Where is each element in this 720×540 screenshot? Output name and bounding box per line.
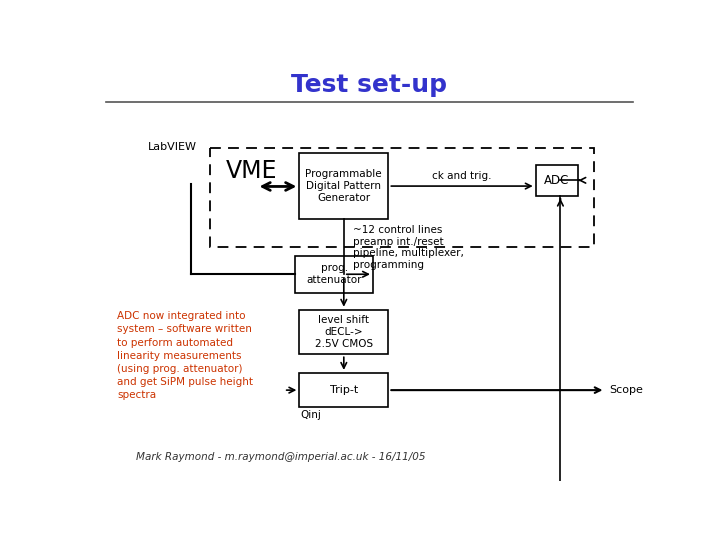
Text: ADC: ADC <box>544 174 570 187</box>
Text: level shift
dECL->
2.5V CMOS: level shift dECL-> 2.5V CMOS <box>315 315 373 349</box>
Text: ~12 control lines
preamp int./reset
pipeline, multiplexer,
programming: ~12 control lines preamp int./reset pipe… <box>353 225 464 270</box>
Bar <box>295 256 373 293</box>
Text: prog.
attenuator: prog. attenuator <box>307 264 362 285</box>
Text: Test set-up: Test set-up <box>291 73 447 97</box>
Bar <box>210 148 594 247</box>
Text: Mark Raymond - m.raymond@imperial.ac.uk - 16/11/05: Mark Raymond - m.raymond@imperial.ac.uk … <box>137 453 426 462</box>
Text: ADC now integrated into
system – software written
to perform automated
linearity: ADC now integrated into system – softwar… <box>117 311 253 400</box>
Bar <box>300 373 388 408</box>
Text: ck and trig.: ck and trig. <box>432 172 492 181</box>
Bar <box>300 309 388 354</box>
Text: Programmable
Digital Pattern
Generator: Programmable Digital Pattern Generator <box>305 170 382 202</box>
Text: LabVIEW: LabVIEW <box>148 142 197 152</box>
Bar <box>300 153 388 219</box>
Text: Scope: Scope <box>609 385 643 395</box>
Text: VME: VME <box>225 159 277 183</box>
Bar <box>536 165 578 195</box>
Text: Trip-t: Trip-t <box>330 385 358 395</box>
Text: Qinj: Qinj <box>301 410 322 420</box>
